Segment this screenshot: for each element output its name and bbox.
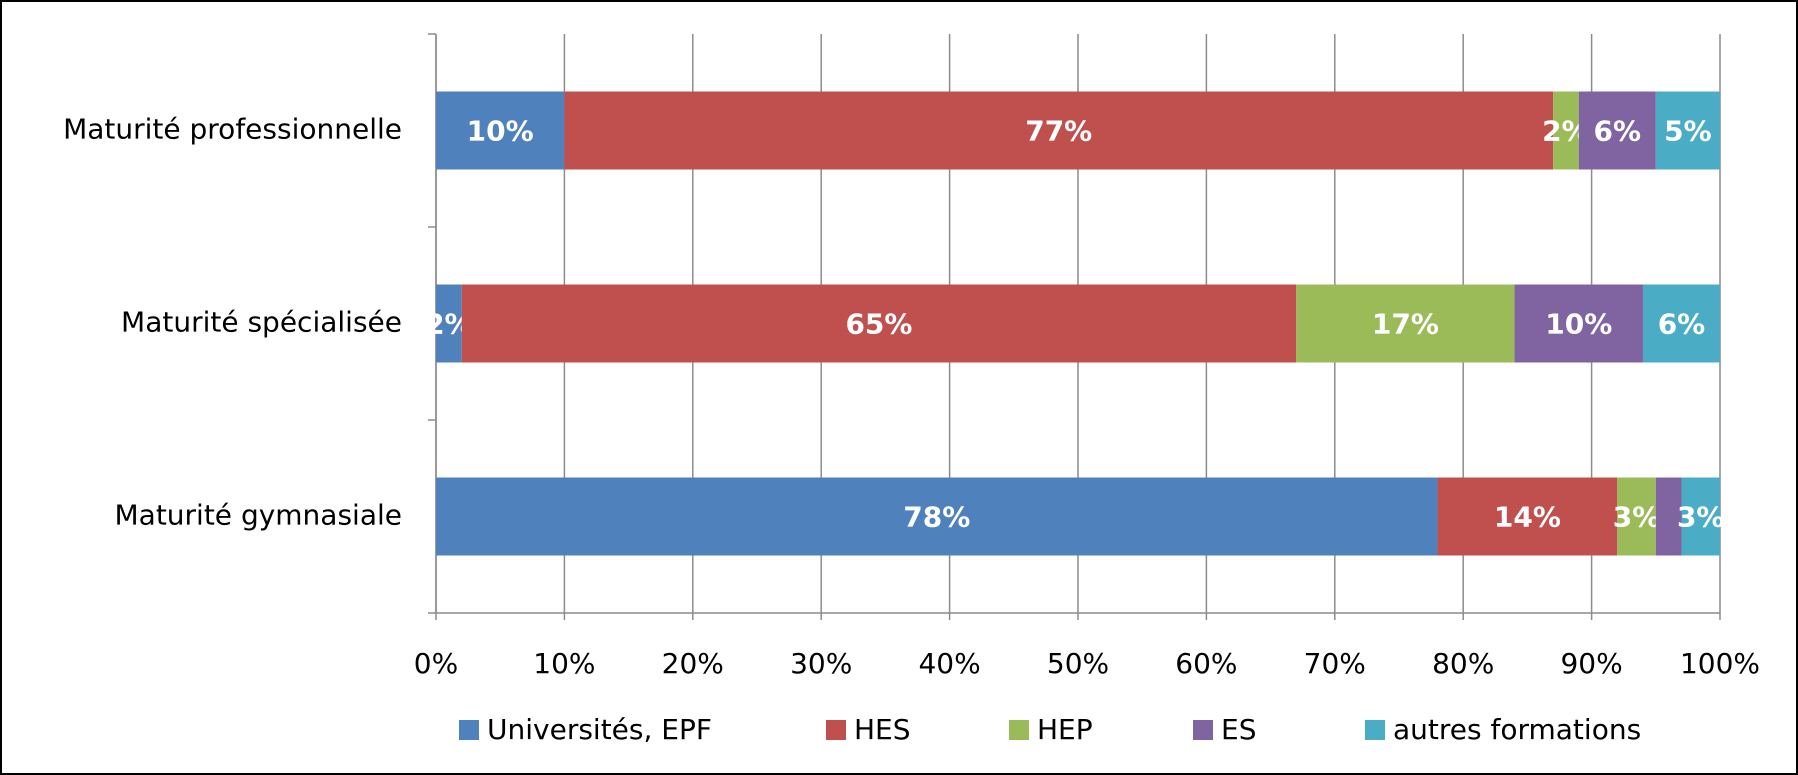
value-label: 10% [467, 115, 534, 148]
y-tick-label: Maturité professionnelle [63, 113, 402, 146]
value-label: 5% [1664, 115, 1712, 148]
legend-swatch [1009, 720, 1029, 740]
legend-label: Universités, EPF [487, 713, 712, 746]
legend-swatch [826, 720, 846, 740]
x-tick-label: 20% [662, 647, 724, 680]
x-tick-label: 30% [790, 647, 852, 680]
value-label: 14% [1494, 501, 1561, 534]
x-tick-label: 80% [1432, 647, 1494, 680]
value-label: 6% [1658, 308, 1706, 341]
bar-segment [436, 284, 462, 363]
value-label: 65% [845, 308, 912, 341]
x-tick-label: 50% [1047, 647, 1109, 680]
value-label: 3% [1613, 501, 1661, 534]
x-tick-label: 100% [1680, 647, 1760, 680]
value-label: 17% [1372, 308, 1439, 341]
x-tick-label: 90% [1560, 647, 1622, 680]
legend-swatch [459, 720, 479, 740]
value-label: 6% [1594, 115, 1642, 148]
legend-swatch [1365, 720, 1385, 740]
x-tick-label: 40% [918, 647, 980, 680]
bar-segment [564, 91, 1554, 170]
bar-segment [1578, 91, 1656, 170]
x-tick-label: 60% [1175, 647, 1237, 680]
legend-label: autres formations [1393, 713, 1641, 746]
legend-label: ES [1221, 713, 1256, 746]
legend-swatch [1193, 720, 1213, 740]
bar-segment [1437, 477, 1618, 556]
bar-segment [1642, 284, 1720, 363]
bar-segment [1296, 284, 1515, 363]
bar-segment [1514, 284, 1643, 363]
legend-label: HES [854, 713, 911, 746]
x-tick-label: 0% [414, 647, 458, 680]
bar-segment [1617, 477, 1656, 556]
bar-segment [1681, 477, 1720, 556]
y-tick-label: Maturité gymnasiale [115, 499, 403, 532]
legend-label: HEP [1037, 713, 1093, 746]
bar-segment [461, 284, 1297, 363]
bar-segment [1553, 91, 1579, 170]
value-label: 10% [1545, 308, 1612, 341]
bar-segment [1655, 91, 1720, 170]
value-label: 3% [1677, 501, 1725, 534]
x-tick-label: 70% [1304, 647, 1366, 680]
y-tick-label: Maturité spécialisée [121, 306, 402, 339]
bar-segment [1655, 477, 1682, 556]
x-tick-label: 10% [533, 647, 595, 680]
value-label: 78% [903, 501, 970, 534]
value-label: 77% [1025, 115, 1092, 148]
bar-segment [436, 91, 565, 170]
bar-segment [436, 477, 1438, 556]
